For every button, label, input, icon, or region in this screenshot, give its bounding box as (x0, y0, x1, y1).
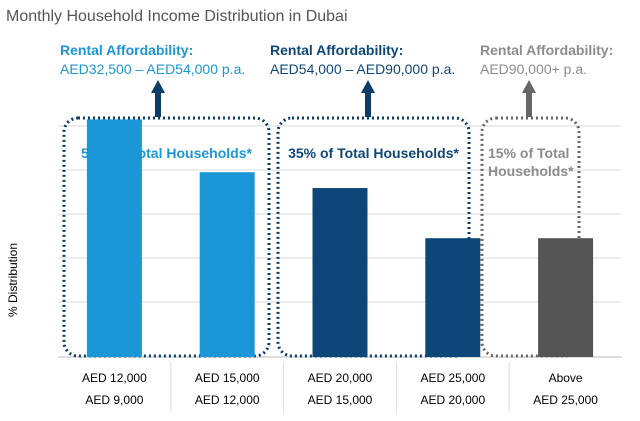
bar-2 (199, 172, 255, 357)
tick-label-upper-5: Above (549, 371, 583, 385)
rental-heading-1: Rental Affordability: (60, 42, 193, 58)
group-share-3-line-2: Households* (488, 163, 574, 179)
bars (86, 119, 594, 358)
group-share-3-line-1: 15% of Total (488, 145, 569, 161)
group-share-2-line-1: 35% of Total Households* (288, 145, 459, 161)
bar-4 (425, 238, 481, 357)
rental-range-3: AED90,000+ p.a. (480, 61, 587, 77)
tick-label-lower-1: AED 9,000 (85, 393, 143, 407)
tick-label-lower-3: AED 15,000 (308, 393, 373, 407)
annotation-labels: Rental Affordability: AED32,500 – AED54,0… (60, 42, 613, 179)
arrow-shaft-1 (155, 92, 161, 117)
y-axis-label: % Distribution (6, 243, 20, 317)
tick-label-lower-5: AED 25,000 (533, 393, 598, 407)
rental-range-1: AED32,500 – AED54,000 p.a. (60, 61, 245, 77)
bar-5 (538, 238, 594, 357)
rental-heading-3: Rental Affordability: (480, 42, 613, 58)
tick-label-lower-2: AED 12,000 (195, 393, 260, 407)
group-frame-2 (276, 116, 471, 358)
group-arrows (151, 80, 536, 117)
bar-1 (86, 119, 142, 358)
arrow-shaft-2 (365, 92, 371, 117)
category-tick-labels: AED 12,000 AED 9,000 AED 15,000 AED 12,000 A… (82, 362, 598, 412)
chart-title: Monthly Household Income Distribution in… (6, 8, 348, 25)
group-share-1-line-1: 50% of Total Households* (81, 145, 252, 161)
tick-label-upper-2: AED 15,000 (195, 371, 260, 385)
rental-range-2: AED54,000 – AED90,000 p.a. (270, 61, 455, 77)
tick-label-lower-4: AED 20,000 (420, 393, 485, 407)
arrow-shaft-3 (526, 92, 532, 117)
bar-3 (312, 188, 368, 357)
arrow-head-2 (361, 80, 375, 93)
tick-label-upper-3: AED 20,000 (308, 371, 373, 385)
tick-label-upper-4: AED 25,000 (420, 371, 485, 385)
arrow-head-1 (151, 80, 165, 93)
group-frame-3 (480, 116, 581, 358)
group-frames (62, 116, 581, 358)
rental-heading-2: Rental Affordability: (270, 42, 403, 58)
tick-label-upper-1: AED 12,000 (82, 371, 147, 385)
arrow-head-3 (522, 80, 536, 93)
